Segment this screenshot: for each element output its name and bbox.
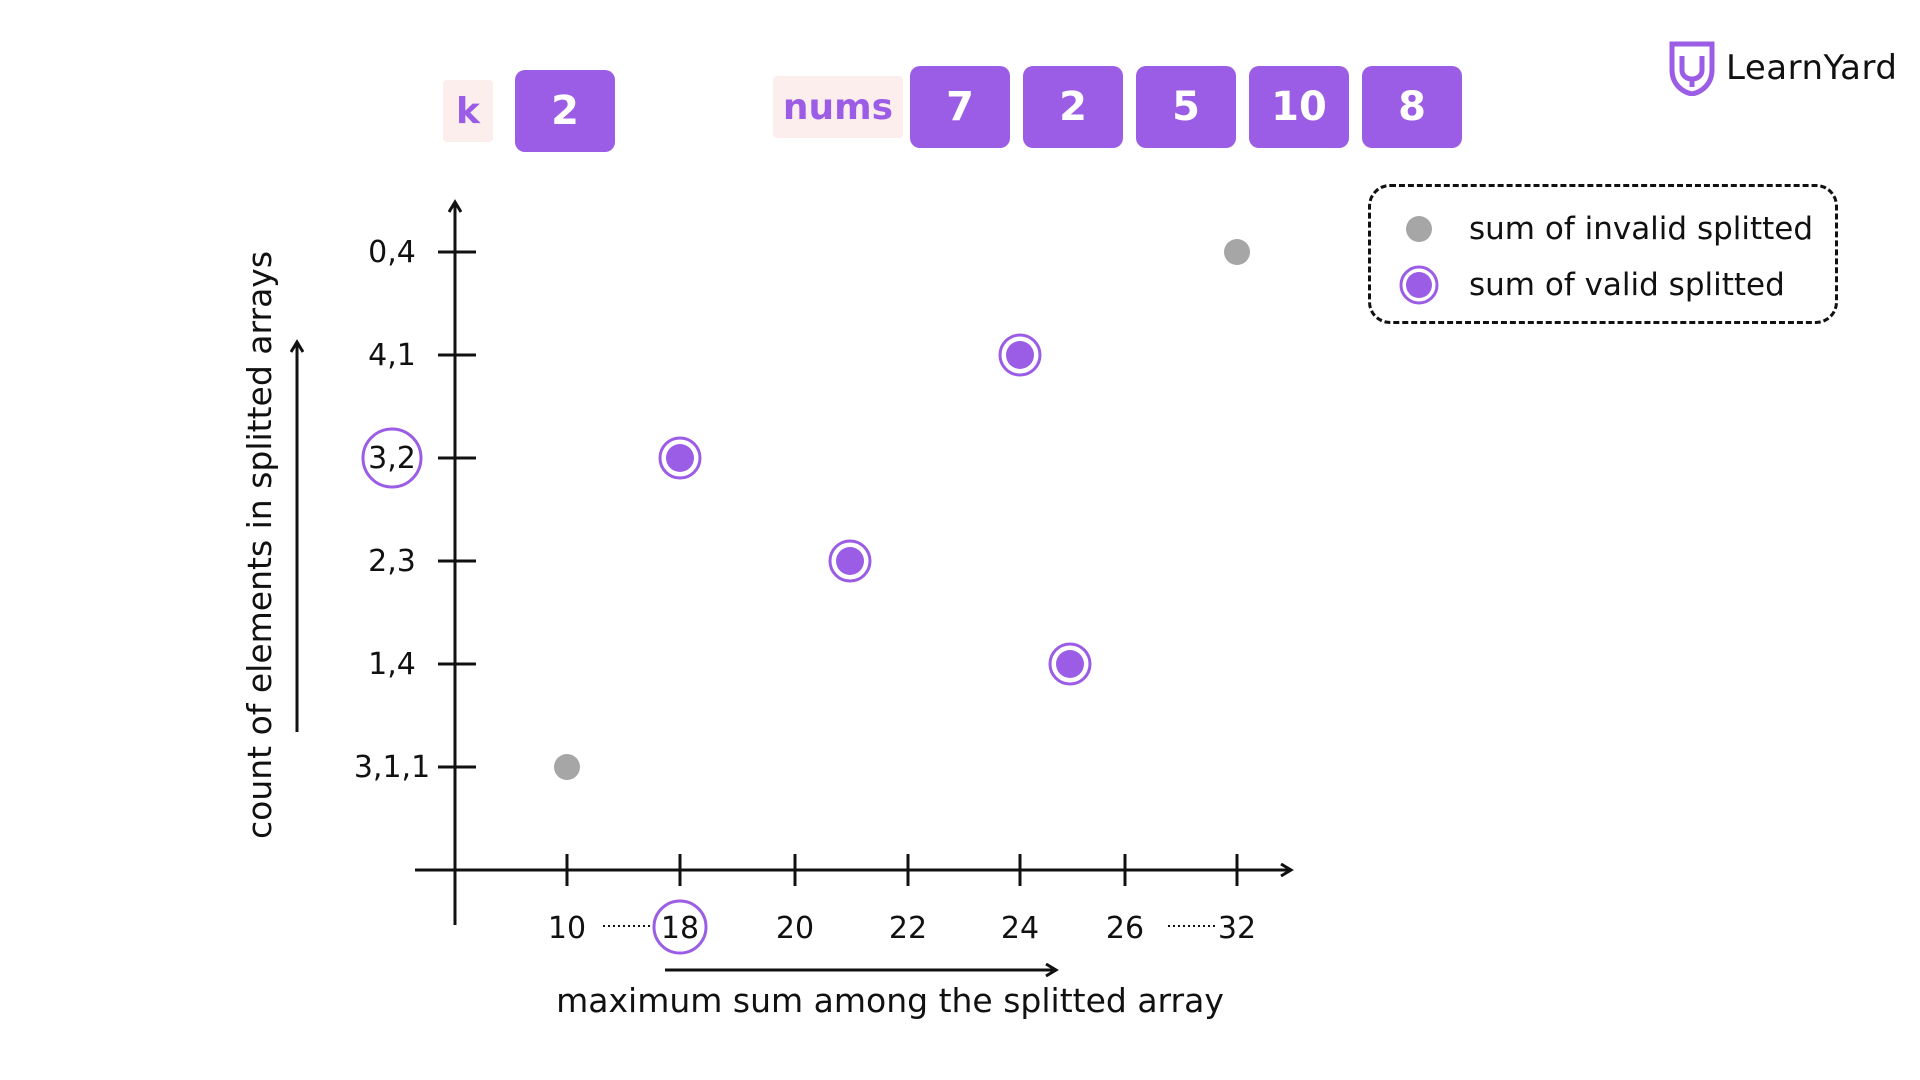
chart-legend: sum of invalid splitted sum of valid spl… bbox=[1368, 184, 1838, 324]
legend-invalid-marker bbox=[1406, 216, 1432, 242]
invalid-point bbox=[1224, 239, 1250, 265]
x-tick-highlight-ring bbox=[652, 899, 708, 955]
y-tick-label: 4,1 bbox=[368, 338, 416, 373]
brand-logo: LearnYard bbox=[1668, 40, 1897, 96]
x-tick-label: 24 bbox=[1001, 911, 1039, 946]
y-tick-label: 3,1,1 bbox=[354, 750, 430, 785]
x-tick-label: 18 bbox=[661, 911, 699, 946]
x-tick-label: 10 bbox=[548, 911, 586, 946]
legend-valid-label: sum of valid splitted bbox=[1469, 267, 1785, 303]
legend-valid-marker bbox=[1399, 265, 1439, 305]
brand-name: LearnYard bbox=[1726, 48, 1898, 88]
learnyard-shield-icon bbox=[1669, 41, 1715, 96]
valid-point bbox=[836, 547, 864, 575]
x-tick-label: 20 bbox=[776, 911, 814, 946]
nums-cell: 5 bbox=[1136, 66, 1236, 148]
nums-cell: 10 bbox=[1249, 66, 1349, 148]
y-axis-title: count of elements in splitted arrays bbox=[240, 251, 279, 839]
x-tick-label: 26 bbox=[1106, 911, 1144, 946]
invalid-point bbox=[554, 754, 580, 780]
k-value-cell: 2 bbox=[515, 70, 615, 152]
y-tick-label: 2,3 bbox=[368, 544, 416, 579]
nums-cell: 7 bbox=[910, 66, 1010, 148]
nums-cell: 8 bbox=[1362, 66, 1462, 148]
y-tick-label: 0,4 bbox=[368, 235, 416, 270]
legend-invalid-label: sum of invalid splitted bbox=[1469, 211, 1814, 247]
valid-point bbox=[1006, 341, 1034, 369]
y-tick-label: 1,4 bbox=[368, 647, 416, 682]
x-tick-label: 22 bbox=[889, 911, 927, 946]
x-tick-label: 32 bbox=[1218, 911, 1256, 946]
nums-cell: 2 bbox=[1023, 66, 1123, 148]
y-tick-highlight-ring bbox=[361, 427, 423, 489]
valid-point bbox=[1056, 650, 1084, 678]
nums-label: nums bbox=[773, 76, 903, 138]
valid-point bbox=[666, 444, 694, 472]
k-label: k bbox=[443, 80, 493, 142]
y-tick-label: 3,2 bbox=[368, 441, 416, 476]
x-axis-title: maximum sum among the splitted array bbox=[556, 981, 1224, 1020]
